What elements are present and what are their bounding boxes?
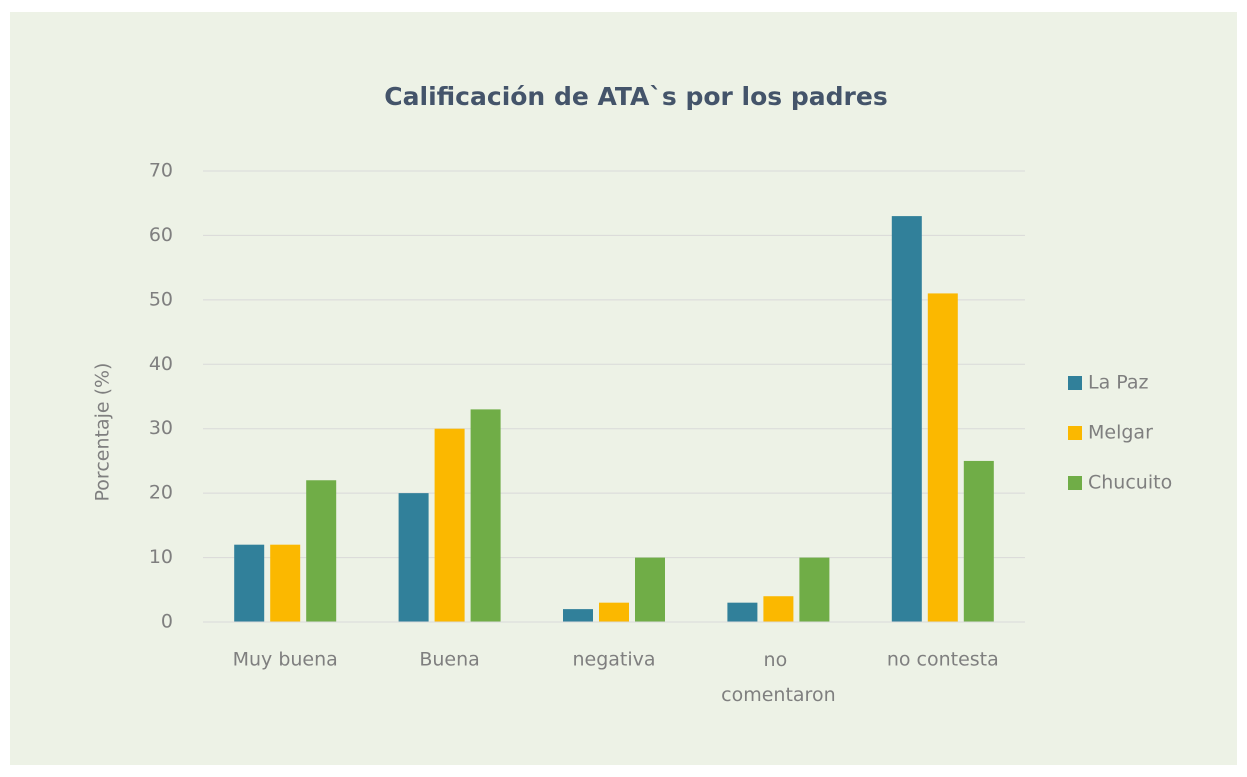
chart-background xyxy=(10,12,1237,765)
x-tick-label: no comentaron xyxy=(721,649,835,706)
y-axis-label: Porcentaje (%) xyxy=(92,363,114,502)
y-tick-label: 70 xyxy=(149,160,173,182)
bar xyxy=(270,544,301,622)
legend-label: La Paz xyxy=(1088,372,1149,394)
bar xyxy=(434,428,465,622)
legend-swatch xyxy=(1068,476,1082,490)
y-tick-label: 30 xyxy=(149,417,173,439)
y-tick-label: 10 xyxy=(149,546,173,568)
bar xyxy=(799,557,830,622)
legend-label: Chucuito xyxy=(1088,472,1172,494)
bar xyxy=(727,602,758,622)
x-tick-label: Muy buena xyxy=(233,649,338,671)
bar xyxy=(599,602,629,622)
y-tick-label: 60 xyxy=(149,224,173,246)
y-tick-label: 0 xyxy=(161,611,173,633)
bar xyxy=(306,480,337,622)
bar xyxy=(963,460,994,622)
bar xyxy=(470,409,501,622)
legend-label: Melgar xyxy=(1088,422,1153,444)
bar xyxy=(891,216,922,622)
y-tick-label: 50 xyxy=(149,288,173,310)
bar xyxy=(763,596,794,622)
bar xyxy=(234,544,265,622)
bar xyxy=(398,493,429,622)
x-tick-label: Buena xyxy=(419,649,479,671)
x-tick-label: negativa xyxy=(572,649,655,671)
legend-swatch xyxy=(1068,376,1082,390)
x-tick-label: no contesta xyxy=(887,649,999,671)
bar xyxy=(635,557,665,622)
legend-swatch xyxy=(1068,426,1082,440)
bar xyxy=(927,293,958,622)
y-tick-label: 20 xyxy=(149,482,173,504)
chart-title: Calificación de ATA`s por los padres xyxy=(384,82,887,111)
bar xyxy=(563,609,593,622)
y-tick-label: 40 xyxy=(149,353,173,375)
